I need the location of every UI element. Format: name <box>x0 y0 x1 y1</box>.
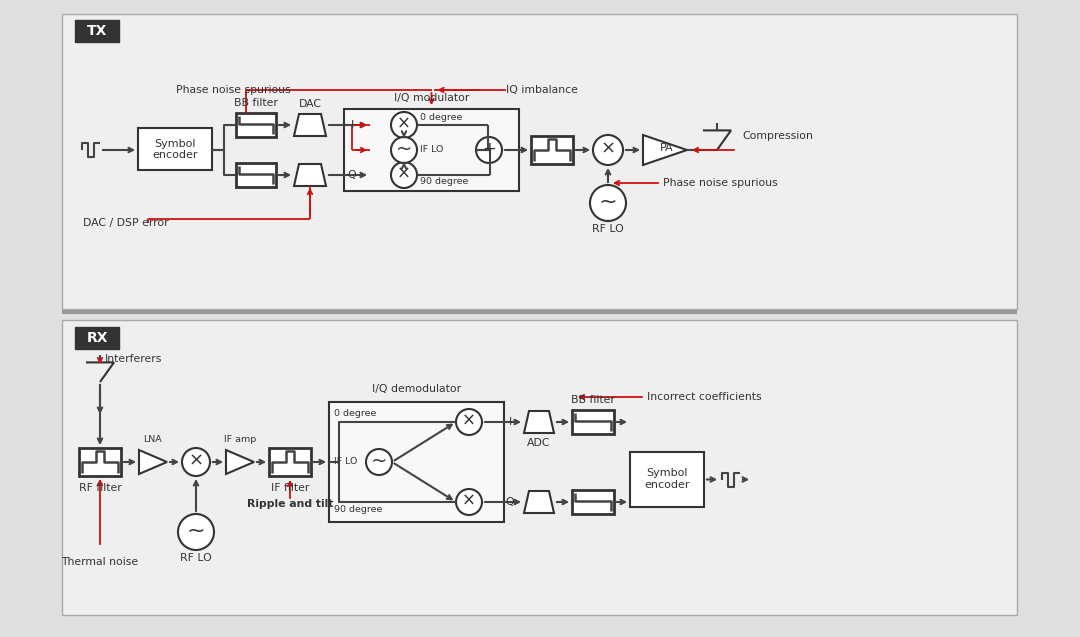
Bar <box>138 128 212 170</box>
Text: BB filter: BB filter <box>234 98 278 108</box>
Circle shape <box>183 448 210 476</box>
Text: Symbol: Symbol <box>154 139 195 149</box>
Text: Q: Q <box>505 497 514 507</box>
Text: 0 degree: 0 degree <box>334 410 376 419</box>
Circle shape <box>391 162 417 188</box>
Bar <box>572 490 615 514</box>
Bar <box>531 136 573 164</box>
Text: I: I <box>350 120 353 130</box>
Circle shape <box>366 449 392 475</box>
Text: IF LO: IF LO <box>420 145 444 155</box>
Text: ~: ~ <box>598 192 618 212</box>
Text: Thermal noise: Thermal noise <box>62 557 138 567</box>
Bar <box>62 320 1017 615</box>
Text: DAC / DSP error: DAC / DSP error <box>83 218 168 228</box>
Text: ×: × <box>397 115 410 133</box>
Text: DAC: DAC <box>298 99 322 109</box>
Text: I/Q demodulator: I/Q demodulator <box>372 384 461 394</box>
Text: encoder: encoder <box>152 150 198 160</box>
Bar <box>237 113 276 137</box>
Text: Symbol: Symbol <box>646 468 688 478</box>
Circle shape <box>178 514 214 550</box>
Text: IQ imbalance: IQ imbalance <box>507 85 579 95</box>
Polygon shape <box>139 450 167 474</box>
Bar <box>237 163 276 187</box>
Bar <box>630 452 704 507</box>
Text: LNA: LNA <box>144 436 162 445</box>
Text: TX: TX <box>86 24 107 38</box>
Text: RX: RX <box>86 331 108 345</box>
Text: ~: ~ <box>187 521 205 541</box>
Circle shape <box>476 137 502 163</box>
Text: Ripple and tilt: Ripple and tilt <box>247 499 334 509</box>
Text: IF amp: IF amp <box>224 436 256 445</box>
Text: Incorrect coefficients: Incorrect coefficients <box>647 392 761 402</box>
Bar <box>269 448 311 476</box>
Bar <box>572 410 615 434</box>
Text: IF filter: IF filter <box>271 483 309 493</box>
Polygon shape <box>524 491 554 513</box>
Text: RF filter: RF filter <box>79 483 121 493</box>
Bar <box>329 402 504 522</box>
Text: RF LO: RF LO <box>592 224 624 234</box>
Polygon shape <box>226 450 254 474</box>
Bar <box>79 448 121 476</box>
Text: 90 degree: 90 degree <box>334 506 382 515</box>
Circle shape <box>456 489 482 515</box>
Text: Interferers: Interferers <box>105 354 162 364</box>
Text: ~: ~ <box>395 140 413 159</box>
Text: PA: PA <box>660 143 674 153</box>
Text: Compression: Compression <box>742 131 813 141</box>
Text: ×: × <box>462 492 476 510</box>
Text: ×: × <box>188 452 203 470</box>
Circle shape <box>456 409 482 435</box>
Text: encoder: encoder <box>645 480 690 490</box>
Text: Q: Q <box>348 170 356 180</box>
Circle shape <box>593 135 623 165</box>
Text: ×: × <box>397 165 410 183</box>
Text: I/Q modulator: I/Q modulator <box>394 93 469 103</box>
Text: Phase noise spurious: Phase noise spurious <box>176 85 291 95</box>
Bar <box>345 109 519 191</box>
Text: RF LO: RF LO <box>180 553 212 563</box>
Text: IF LO: IF LO <box>334 457 357 466</box>
Bar <box>62 14 1017 309</box>
Polygon shape <box>643 135 687 165</box>
Circle shape <box>590 185 626 221</box>
Text: 0 degree: 0 degree <box>420 113 462 122</box>
Text: ADC: ADC <box>527 438 551 448</box>
Text: 90 degree: 90 degree <box>420 178 469 187</box>
Circle shape <box>391 137 417 163</box>
Polygon shape <box>294 164 326 186</box>
Text: ×: × <box>600 140 616 158</box>
Text: I: I <box>509 417 512 427</box>
Text: ×: × <box>462 412 476 430</box>
Circle shape <box>391 112 417 138</box>
Polygon shape <box>524 411 554 433</box>
Text: ~: ~ <box>370 452 388 471</box>
Text: BB filter: BB filter <box>571 395 615 405</box>
Bar <box>75 20 119 42</box>
Polygon shape <box>294 114 326 136</box>
Bar <box>75 327 119 349</box>
Text: +: + <box>482 140 496 158</box>
Text: Phase noise spurious: Phase noise spurious <box>663 178 778 188</box>
